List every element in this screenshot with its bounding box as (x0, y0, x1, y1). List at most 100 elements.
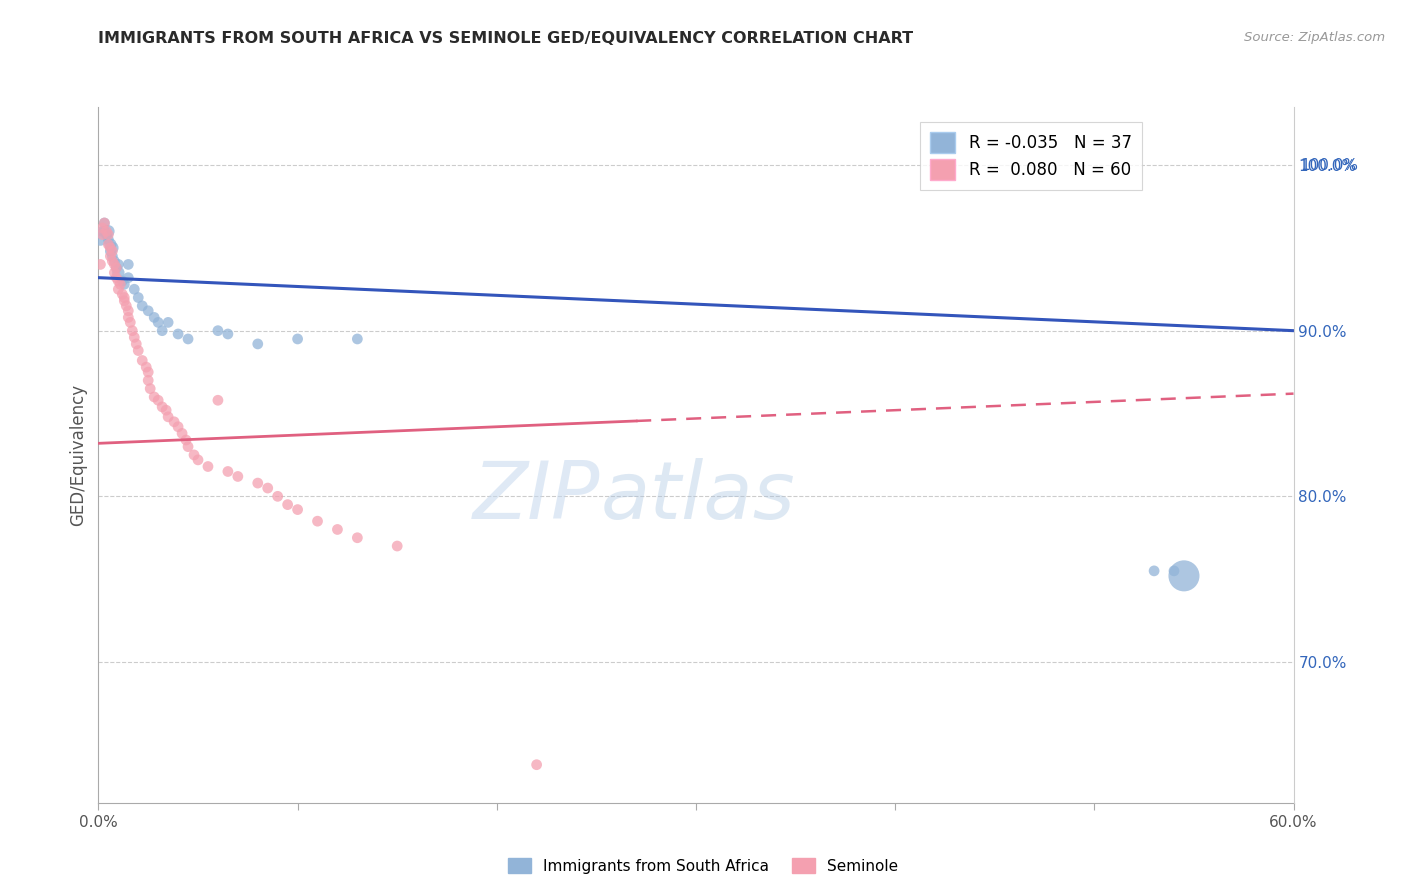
Point (150, 324, 173, 338)
Point (93, 216, 115, 230)
Point (346, 531, 368, 545)
Point (93, 224, 115, 238)
Point (155, 403, 177, 417)
Point (148, 315, 170, 329)
Point (267, 489, 290, 503)
Point (136, 365, 159, 379)
Point (91, 224, 114, 238)
Point (526, 757, 548, 772)
Point (112, 293, 135, 308)
Point (100, 237, 122, 252)
Text: Source: ZipAtlas.com: Source: ZipAtlas.com (1244, 31, 1385, 45)
Point (89, 257, 111, 271)
Y-axis label: GED/Equivalency: GED/Equivalency (69, 384, 87, 526)
Point (150, 400, 173, 414)
Point (115, 299, 138, 313)
Text: IMMIGRANTS FROM SOUTH AFRICA VS SEMINOLE GED/EQUIVALENCY CORRELATION CHART: IMMIGRANTS FROM SOUTH AFRICA VS SEMINOLE… (98, 31, 914, 46)
Text: 100.0%: 100.0% (1301, 158, 1358, 172)
Point (101, 244, 124, 259)
Point (101, 249, 124, 263)
Point (111, 287, 134, 301)
Point (135, 360, 157, 375)
Point (105, 260, 128, 275)
Point (1143, 564, 1166, 578)
Point (117, 257, 139, 271)
Point (139, 382, 162, 396)
Point (121, 324, 143, 338)
Point (127, 291, 149, 305)
Point (183, 448, 205, 462)
Point (136, 373, 159, 387)
Point (124, 330, 146, 344)
Point (105, 260, 128, 275)
Point (112, 291, 135, 305)
Point (256, 481, 278, 495)
Point (96, 224, 118, 238)
Point (157, 315, 180, 329)
Point (101, 241, 124, 255)
Point (97, 227, 120, 242)
Point (103, 257, 125, 271)
Point (217, 326, 239, 341)
Point (163, 415, 186, 429)
Point (187, 453, 209, 467)
Point (100, 244, 122, 259)
Point (226, 469, 249, 483)
Point (346, 332, 368, 346)
Point (100, 241, 122, 255)
Point (107, 274, 129, 288)
Point (97, 224, 120, 238)
Point (101, 254, 124, 268)
Point (110, 277, 132, 292)
Point (143, 390, 166, 404)
Point (148, 393, 170, 408)
Point (167, 419, 190, 434)
Point (167, 326, 190, 341)
Point (97, 237, 120, 252)
Point (174, 433, 197, 447)
Point (112, 277, 135, 292)
Point (91, 227, 114, 242)
Point (124, 282, 146, 296)
Point (120, 315, 142, 329)
Point (207, 324, 229, 338)
Point (246, 476, 269, 491)
Point (107, 282, 129, 296)
Point (105, 270, 128, 285)
Point (143, 310, 166, 325)
Point (1173, 569, 1195, 583)
Point (97, 233, 120, 247)
Point (172, 426, 194, 441)
Point (107, 266, 129, 280)
Point (307, 514, 329, 528)
Point (91, 221, 114, 235)
Point (131, 353, 153, 368)
Point (246, 337, 269, 351)
Point (207, 393, 229, 408)
Point (177, 440, 200, 454)
Point (385, 539, 409, 553)
Point (131, 299, 153, 313)
Point (277, 498, 299, 512)
Point (217, 465, 239, 479)
Point (107, 257, 129, 271)
Point (136, 303, 159, 318)
Point (117, 310, 139, 325)
Point (93, 216, 115, 230)
Point (287, 332, 309, 346)
Point (117, 270, 139, 285)
Point (111, 274, 134, 288)
Point (157, 409, 180, 424)
Point (177, 332, 200, 346)
Point (103, 254, 125, 268)
Point (96, 227, 118, 242)
Point (125, 337, 148, 351)
Point (89, 233, 111, 247)
Text: atlas: atlas (600, 458, 796, 536)
Text: ZIP: ZIP (472, 458, 600, 536)
Point (326, 523, 349, 537)
Point (197, 459, 219, 474)
Point (287, 502, 309, 516)
Legend: Immigrants from South Africa, Seminole: Immigrants from South Africa, Seminole (502, 852, 904, 880)
Point (100, 249, 122, 263)
